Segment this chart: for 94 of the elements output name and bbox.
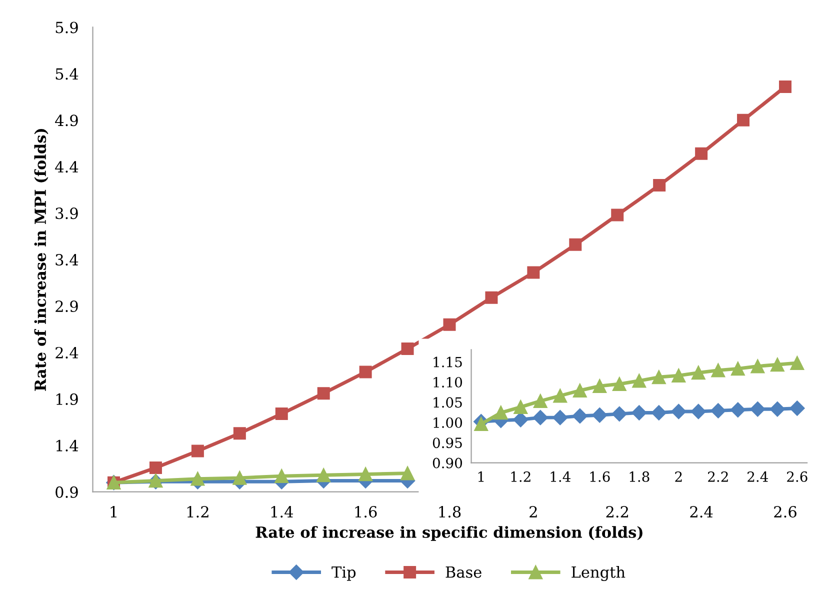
x-axis-title: Rate of increase in specific dimension (folds) xyxy=(256,526,642,541)
y-tick-label: 2.9 xyxy=(56,300,78,312)
legend-label: Length xyxy=(572,566,626,582)
x-tick-label: 1.4 xyxy=(550,471,570,482)
point xyxy=(632,405,647,420)
point xyxy=(400,466,414,480)
point xyxy=(513,412,528,428)
x-tick-label: 2.6 xyxy=(787,471,808,482)
x-tick-label: 1.6 xyxy=(590,471,610,482)
x-tick-label: 2.6 xyxy=(774,506,796,518)
point xyxy=(790,356,804,370)
point xyxy=(611,208,624,222)
point xyxy=(770,402,785,417)
point xyxy=(711,363,726,378)
y-tick-label: 2.4 xyxy=(56,346,78,358)
y-tick-label: 0.9 xyxy=(56,486,78,498)
point xyxy=(359,366,372,378)
point xyxy=(572,408,588,424)
point xyxy=(190,472,205,486)
point xyxy=(672,368,686,382)
x-tick-label: 1.8 xyxy=(630,471,650,482)
y-tick-label: 5.9 xyxy=(56,22,78,34)
y-tick-label: 1.4 xyxy=(56,440,78,452)
y-tick-label: 0.95 xyxy=(432,438,462,448)
y-tick-label: 4.9 xyxy=(55,114,78,126)
point xyxy=(358,467,373,482)
y-tick-label: 1.9 xyxy=(56,393,78,405)
y-tick-label: 3.9 xyxy=(56,208,78,220)
point xyxy=(232,470,247,485)
point xyxy=(653,178,666,192)
point xyxy=(532,410,548,426)
point xyxy=(485,291,498,304)
legend-label: Base xyxy=(446,566,482,578)
point xyxy=(612,406,627,422)
x-tick-label: 2.4 xyxy=(690,506,713,518)
x-tick-label: 1 xyxy=(478,471,484,482)
x-tick-label: 1.8 xyxy=(439,506,461,518)
point xyxy=(317,387,330,400)
point xyxy=(514,400,528,414)
point xyxy=(275,408,288,420)
point xyxy=(191,444,204,458)
point xyxy=(553,388,568,403)
point xyxy=(730,362,745,376)
y-tick-label: 1.10 xyxy=(434,376,462,388)
y-axis-title: Rate of increase in MPI (folds) xyxy=(34,128,48,391)
point xyxy=(671,404,686,420)
point xyxy=(592,379,607,393)
point xyxy=(401,342,414,356)
point xyxy=(695,147,708,160)
x-tick-label: 2 xyxy=(530,506,537,518)
point xyxy=(730,402,746,418)
point xyxy=(710,403,726,418)
point xyxy=(632,374,646,388)
point xyxy=(572,384,587,398)
legend-label: Tip xyxy=(332,566,356,581)
y-tick-label: 0.90 xyxy=(432,458,462,468)
y-tick-label: 4.4 xyxy=(55,161,78,173)
x-tick-label: 1.4 xyxy=(271,506,294,518)
x-tick-label: 2.2 xyxy=(708,471,728,482)
x-tick-label: 2.4 xyxy=(748,471,768,482)
point xyxy=(527,266,540,279)
point xyxy=(778,80,792,93)
y-tick-label: 1.00 xyxy=(434,417,462,428)
point xyxy=(750,359,765,374)
x-tick-label: 1.6 xyxy=(355,506,377,518)
point xyxy=(569,238,582,251)
point xyxy=(443,318,456,331)
point xyxy=(770,358,784,372)
x-tick-label: 1 xyxy=(110,506,116,518)
point xyxy=(474,417,488,431)
y-tick-label: 1.05 xyxy=(434,397,462,408)
point xyxy=(652,370,666,384)
point xyxy=(316,468,331,482)
point xyxy=(737,114,750,126)
x-tick-label: 2 xyxy=(675,471,682,482)
point xyxy=(552,410,568,426)
point xyxy=(750,402,766,417)
point xyxy=(612,377,626,391)
point xyxy=(691,366,706,380)
point xyxy=(274,469,289,484)
y-tick-label: 5.4 xyxy=(56,68,78,80)
y-tick-label: 3.4 xyxy=(56,254,78,266)
point xyxy=(494,406,508,420)
x-tick-label: 1.2 xyxy=(187,506,208,518)
x-tick-label: 2.2 xyxy=(606,506,628,518)
point xyxy=(592,408,608,423)
y-tick-label: 1.15 xyxy=(434,356,462,368)
point xyxy=(233,427,246,440)
point xyxy=(651,405,666,420)
point xyxy=(790,400,805,416)
point xyxy=(149,461,162,474)
point xyxy=(533,394,548,408)
point xyxy=(690,404,706,420)
x-tick-label: 1.2 xyxy=(511,471,530,482)
